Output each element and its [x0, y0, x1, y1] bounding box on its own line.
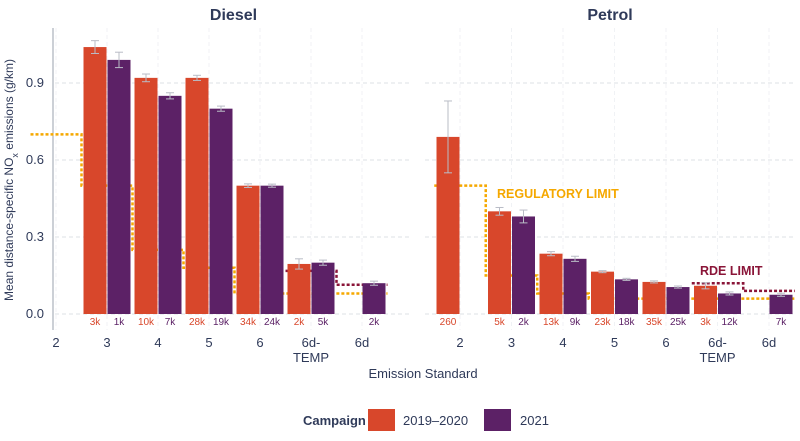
- bar: [718, 293, 741, 314]
- bar: [83, 47, 107, 315]
- count-label: 19k: [213, 317, 230, 328]
- legend-swatch-2019-2020: [368, 409, 395, 431]
- x-tick-label: 6: [662, 335, 669, 350]
- count-label: 1k: [114, 317, 126, 328]
- bar: [512, 216, 535, 314]
- x-tick-label: 6d: [762, 335, 776, 350]
- legend-swatch-2021: [484, 409, 511, 431]
- bar: [615, 279, 638, 314]
- bar: [158, 95, 182, 314]
- bar: [209, 108, 233, 315]
- bar: [134, 77, 158, 314]
- bar: [185, 77, 209, 314]
- x-tick-label: 5: [611, 335, 618, 350]
- x-tick-label: TEMP: [699, 350, 735, 365]
- x-tick-label: 2: [456, 335, 463, 350]
- count-label: 7k: [165, 317, 177, 328]
- x-tick-label: 6d: [355, 335, 369, 350]
- bar: [436, 136, 460, 314]
- x-tick-label: 4: [559, 335, 566, 350]
- bar: [488, 211, 511, 314]
- count-label: 2k: [294, 317, 306, 328]
- count-label: 9k: [570, 317, 582, 328]
- bar: [539, 253, 563, 314]
- bar: [236, 185, 260, 314]
- x-tick-label: 5: [205, 335, 212, 350]
- x-tick-label: 6d-: [708, 335, 727, 350]
- count-label: 35k: [646, 317, 663, 328]
- panel-title: Petrol: [587, 7, 632, 24]
- legend-label-2019-2020: 2019–2020: [403, 413, 468, 428]
- x-tick-label: 3: [508, 335, 515, 350]
- rde-limit-label: RDE LIMIT: [700, 264, 763, 278]
- bar: [287, 263, 311, 314]
- x-tick-label: 4: [154, 335, 161, 350]
- count-label: 28k: [189, 317, 206, 328]
- x-tick-label: TEMP: [293, 350, 329, 365]
- panel-title: Diesel: [210, 7, 257, 24]
- count-label: 10k: [138, 317, 155, 328]
- count-label: 18k: [618, 317, 635, 328]
- y-axis-title: Mean distance-specific NOx emissions (g/…: [2, 59, 20, 301]
- count-label: 2k: [369, 317, 381, 328]
- count-label: 23k: [594, 317, 611, 328]
- bar: [260, 185, 284, 314]
- count-label: 5k: [494, 317, 506, 328]
- count-label: 3k: [90, 317, 102, 328]
- y-tick-label: 0.9: [26, 75, 44, 90]
- y-tick-label: 0.6: [26, 152, 44, 167]
- x-tick-label: 2: [52, 335, 59, 350]
- x-tick-label: 6d-: [302, 335, 321, 350]
- count-label: 24k: [264, 317, 281, 328]
- count-label: 2k: [518, 317, 530, 328]
- count-label: 260: [440, 317, 457, 328]
- count-label: 25k: [670, 317, 687, 328]
- bar: [311, 262, 335, 314]
- legend-label-2021: 2021: [520, 413, 549, 428]
- rde-limit-line: [285, 269, 388, 286]
- count-label: 12k: [721, 317, 738, 328]
- x-axis-title: Emission Standard: [368, 366, 477, 381]
- bar: [591, 271, 614, 314]
- count-label: 3k: [700, 317, 712, 328]
- count-label: 13k: [543, 317, 560, 328]
- legend-title: Campaign: [303, 413, 366, 428]
- bar: [769, 294, 793, 314]
- count-label: 34k: [240, 317, 257, 328]
- bar: [107, 59, 131, 315]
- bar: [563, 258, 587, 314]
- count-label: 7k: [776, 317, 788, 328]
- x-tick-label: 3: [103, 335, 110, 350]
- regulatory-limit-label: REGULATORY LIMIT: [497, 187, 619, 201]
- bar: [642, 281, 666, 314]
- bar: [362, 283, 386, 314]
- count-label: 5k: [318, 317, 330, 328]
- y-tick-label: 0.3: [26, 229, 44, 244]
- y-tick-label: 0.0: [26, 306, 44, 321]
- bar: [694, 285, 717, 314]
- bar: [666, 287, 690, 314]
- x-tick-label: 6: [256, 335, 263, 350]
- rde-limit-line: [691, 281, 795, 293]
